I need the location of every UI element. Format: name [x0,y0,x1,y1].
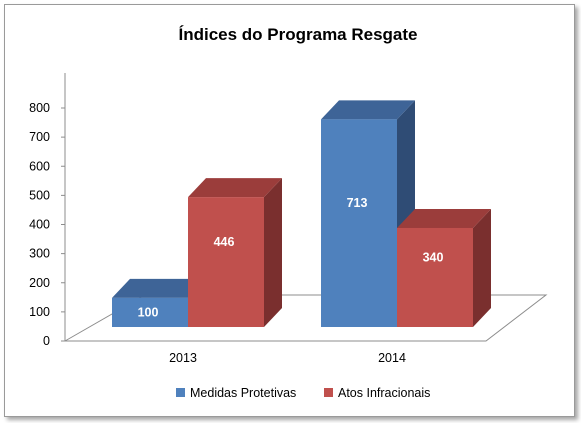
y-tick-label: 700 [29,130,50,144]
bar-side-face [264,178,282,327]
data-label: 713 [347,196,368,210]
bar-top-face [397,208,491,228]
bar-atos-infracionais-2014: 340 [397,208,491,327]
y-tick-label: 0 [43,334,50,348]
bar-top-face [188,178,282,198]
y-tick-label: 200 [29,276,50,290]
legend: Medidas Protetivas Atos Infracionais [176,386,430,400]
y-tick-label: 100 [29,305,50,319]
y-tick-label: 400 [29,218,50,232]
y-tick-label: 800 [29,101,50,115]
chart-title: Índices do Programa Resgate [178,25,417,44]
bar-side-face [473,208,491,327]
bar-atos-infracionais-2013: 446 [188,178,282,327]
bar-front-face [188,197,264,327]
bar-front-face [397,227,473,327]
legend-label: Medidas Protetivas [190,386,296,400]
legend-swatch [176,388,185,397]
bar-top-face [112,278,206,298]
data-label: 100 [138,305,159,319]
data-label: 340 [423,250,444,264]
legend-label: Atos Infracionais [338,386,430,400]
data-label: 446 [214,235,235,249]
bar-front-face [321,119,397,328]
y-tick-label: 600 [29,159,50,173]
legend-swatch [324,388,333,397]
legend-item-atos-infracionais: Atos Infracionais [324,386,430,400]
x-category-label: 2013 [169,351,197,365]
x-category-label: 2014 [378,351,406,365]
plot-area: 0 100 200 300 400 500 600 700 800 2013 2014 100 446 7… [29,73,548,365]
y-tick-label: 500 [29,188,50,202]
bar-front-face [112,297,188,327]
legend-item-medidas-protetivas: Medidas Protetivas [176,386,296,400]
bar-top-face [321,100,415,120]
bar-medidas-protetivas-2014: 713 [321,100,415,328]
y-tick-label: 300 [29,247,50,261]
